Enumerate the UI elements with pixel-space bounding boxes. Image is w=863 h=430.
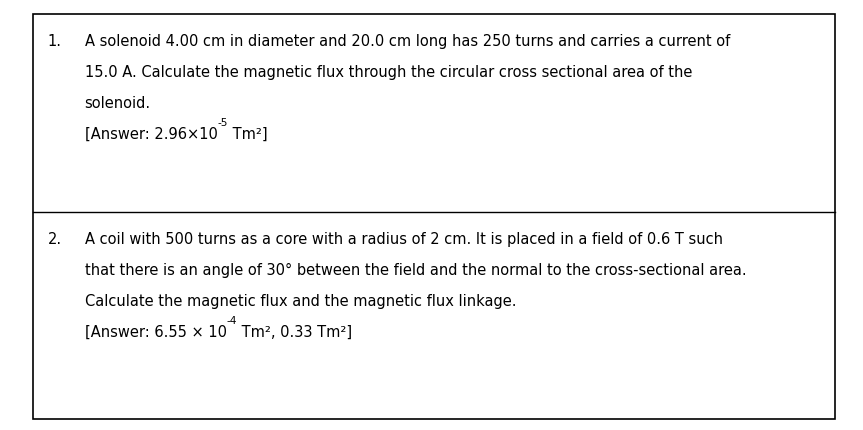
Text: Tm², 0.33 Tm²]: Tm², 0.33 Tm²] [237,325,352,340]
Text: solenoid.: solenoid. [85,96,151,111]
Text: A solenoid 4.00 cm in diameter and 20.0 cm long has 250 turns and carries a curr: A solenoid 4.00 cm in diameter and 20.0 … [85,34,730,49]
Text: A coil with 500 turns as a core with a radius of 2 cm. It is placed in a field o: A coil with 500 turns as a core with a r… [85,232,722,247]
Text: Tm²]: Tm²] [228,127,268,142]
Text: that there is an angle of 30° between the field and the normal to the cross-sect: that there is an angle of 30° between th… [85,263,746,278]
Text: 1.: 1. [47,34,61,49]
Text: -5: -5 [217,118,228,128]
Text: 15.0 A. Calculate the magnetic flux through the circular cross sectional area of: 15.0 A. Calculate the magnetic flux thro… [85,65,692,80]
Text: Calculate the magnetic flux and the magnetic flux linkage.: Calculate the magnetic flux and the magn… [85,294,516,309]
Text: -4: -4 [227,316,237,326]
Text: 2.: 2. [47,232,61,247]
Text: [Answer: 2.96×10: [Answer: 2.96×10 [85,127,217,142]
Text: [Answer: 6.55 × 10: [Answer: 6.55 × 10 [85,325,227,340]
